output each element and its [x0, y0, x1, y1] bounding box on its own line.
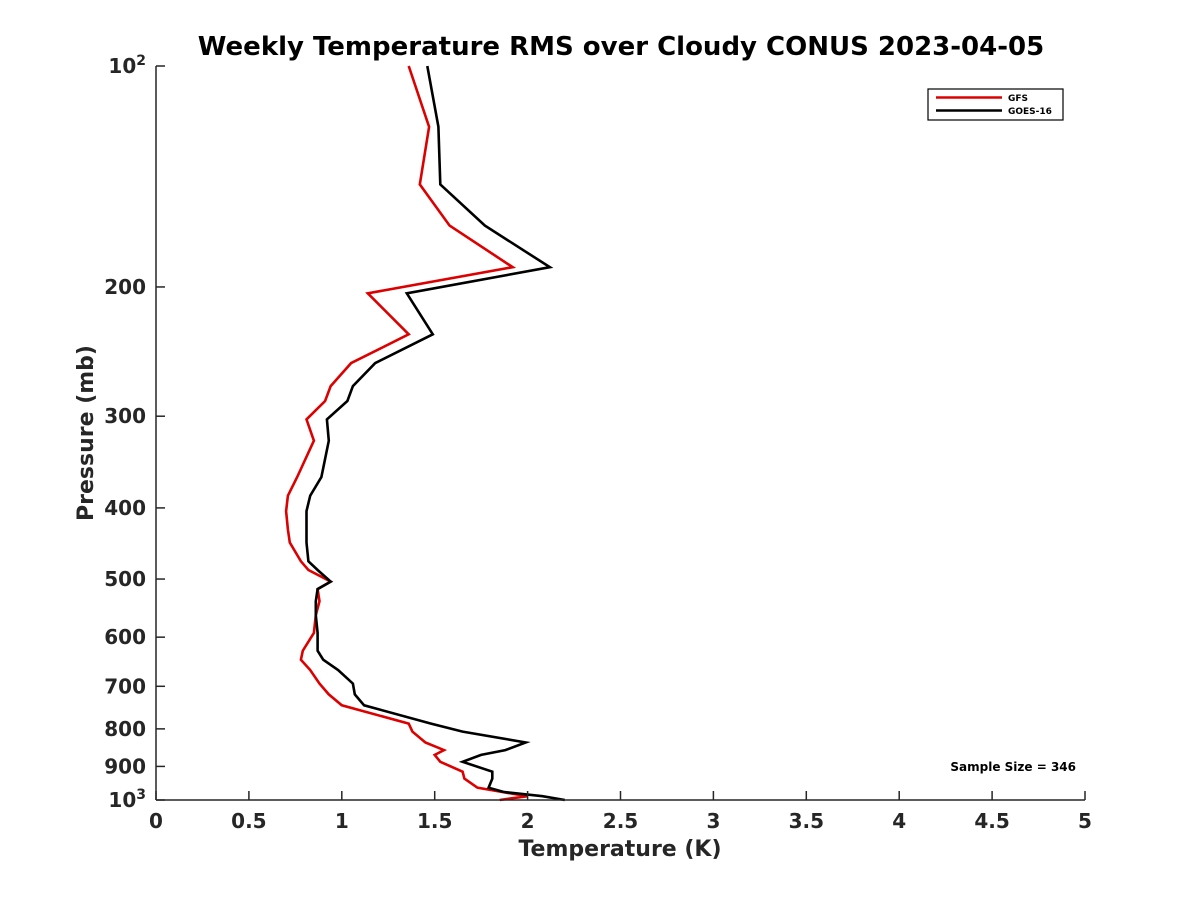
y-tick-label: 700 — [104, 674, 146, 698]
y-axis-label: Pressure (mb) — [74, 345, 99, 521]
y-tick-label: 600 — [104, 625, 146, 649]
x-tick-label: 0.5 — [231, 809, 266, 833]
y-tick-label: 800 — [104, 717, 146, 741]
chart-title: Weekly Temperature RMS over Cloudy CONUS… — [198, 32, 1044, 62]
x-tick-label: 1 — [335, 809, 349, 833]
x-tick-label: 2.5 — [603, 809, 638, 833]
legend-label-goes16: GOES-16 — [1008, 107, 1052, 117]
y-tick-label: 300 — [104, 404, 146, 428]
x-tick-label: 3 — [706, 809, 720, 833]
x-tick-label: 5 — [1078, 809, 1092, 833]
legend-box — [927, 88, 1064, 121]
series-line-gfs — [284, 65, 528, 802]
x-tick-label: 3.5 — [789, 809, 824, 833]
y-tick-label: 400 — [104, 496, 146, 520]
y-tick-label: 900 — [104, 754, 146, 778]
x-tick-label: 1.5 — [417, 809, 452, 833]
y-tick-label: 200 — [104, 275, 146, 299]
x-tick-label: 2 — [521, 809, 535, 833]
x-ticks: 0 0.5 1 1.5 2 2.5 3 3.5 4 4.5 5 — [149, 791, 1092, 833]
y-tick-label: 500 — [104, 567, 146, 591]
x-tick-label: 4.5 — [974, 809, 1009, 833]
series-line-goes16 — [305, 65, 566, 802]
series-layer — [284, 65, 566, 802]
x-axis-label: Temperature (K) — [518, 837, 721, 862]
legend: GFS GOES-16 — [927, 88, 1064, 121]
x-tick-label: 4 — [892, 809, 906, 833]
sample-size-annotation: Sample Size = 346 — [950, 760, 1076, 774]
x-tick-label: 0 — [149, 809, 163, 833]
legend-label-gfs: GFS — [1008, 94, 1028, 104]
